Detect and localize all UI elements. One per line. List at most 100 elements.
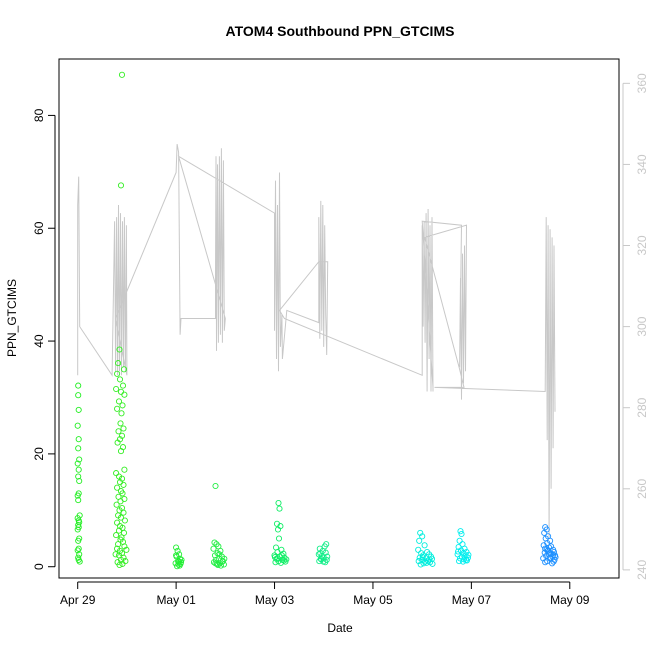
data-point (275, 535, 283, 542)
data-point (76, 477, 83, 485)
data-point (114, 484, 121, 491)
data-point (114, 519, 121, 526)
y-tick-label: 40 (32, 334, 46, 348)
data-point (540, 542, 547, 549)
data-point (118, 71, 126, 78)
data-point (114, 439, 121, 446)
y-tick-label: 0 (32, 563, 46, 570)
data-point (461, 545, 468, 552)
data-point (173, 544, 180, 551)
data-point (114, 370, 121, 377)
data-point (176, 558, 183, 565)
data-point (212, 482, 219, 490)
data-point (419, 533, 426, 540)
data-point (75, 473, 82, 480)
data-point (112, 551, 119, 558)
data-point (76, 456, 83, 463)
data-point (118, 475, 126, 482)
data-point (75, 445, 82, 452)
y2-tick-label: 260 (635, 478, 649, 498)
x-tick-label: May 01 (156, 593, 196, 607)
data-point (417, 561, 424, 568)
y-axis-label: PPN_GTCIMS (5, 279, 19, 357)
data-point (415, 546, 422, 553)
data-point (211, 552, 219, 559)
data-point (120, 529, 128, 536)
data-point (210, 545, 217, 552)
data-point (74, 460, 81, 467)
data-point (117, 388, 125, 395)
data-point (459, 558, 467, 565)
data-point (426, 556, 433, 563)
data-point (117, 448, 125, 455)
y2-tick-label: 280 (635, 397, 649, 417)
plot-frame (58, 58, 620, 579)
data-point (275, 499, 282, 507)
data-point (75, 497, 82, 504)
data-point (75, 436, 82, 443)
data-point (115, 360, 122, 367)
data-point (547, 550, 554, 557)
data-point (324, 553, 331, 560)
data-point (283, 556, 290, 563)
data-point (116, 376, 124, 383)
y-tick-label: 20 (32, 447, 46, 461)
data-point (121, 543, 128, 550)
data-point (117, 182, 125, 189)
data-point (212, 560, 219, 567)
data-point (121, 391, 128, 398)
data-point (75, 392, 82, 399)
data-point (549, 560, 556, 567)
data-point (75, 466, 82, 473)
data-point (123, 546, 130, 553)
data-point (210, 559, 218, 566)
altitude-line-layer (77, 144, 556, 538)
data-point (121, 466, 128, 473)
data-point (274, 526, 282, 533)
data-point (458, 530, 465, 538)
data-point (115, 541, 122, 548)
data-point (117, 498, 124, 505)
y2-tick-label: 320 (635, 235, 649, 255)
data-point (456, 558, 463, 565)
data-point (74, 422, 81, 429)
data-point (543, 546, 550, 553)
data-point (271, 554, 279, 561)
x-tick-label: May 09 (550, 593, 590, 607)
data-point (173, 552, 180, 559)
data-point (74, 526, 81, 533)
data-point (421, 542, 428, 549)
data-point (419, 554, 426, 561)
data-point (75, 406, 82, 413)
data-point (119, 382, 127, 389)
y-tick-label: 60 (32, 221, 46, 235)
data-point (462, 556, 470, 563)
data-point (420, 560, 427, 567)
data-point (429, 560, 436, 567)
data-point (120, 509, 127, 516)
y2-tick-label: 300 (635, 316, 649, 336)
data-point (457, 528, 464, 535)
data-point (542, 559, 549, 566)
data-point (76, 558, 83, 565)
x-tick-label: May 07 (452, 593, 492, 607)
data-point (550, 551, 557, 558)
data-point (75, 382, 82, 389)
data-point (316, 558, 323, 565)
data-point (113, 501, 120, 508)
data-point (417, 529, 424, 536)
data-point (456, 537, 463, 544)
axes-layer: 0 20 40 60 80 240 260 280 300 320 340 360 Apr 29 May … (32, 73, 649, 607)
data-point (113, 532, 120, 539)
data-point (211, 539, 218, 546)
x-axis-label: Date (327, 621, 353, 635)
data-point (416, 537, 423, 544)
chart-title: ATOM4 Southbound PPN_GTCIMS (226, 23, 455, 39)
x-tick-label: May 03 (255, 593, 295, 607)
data-point (74, 492, 81, 499)
data-point (465, 551, 472, 558)
data-point (74, 547, 81, 554)
data-point (115, 398, 123, 405)
data-point (278, 552, 285, 559)
data-point (122, 558, 129, 565)
